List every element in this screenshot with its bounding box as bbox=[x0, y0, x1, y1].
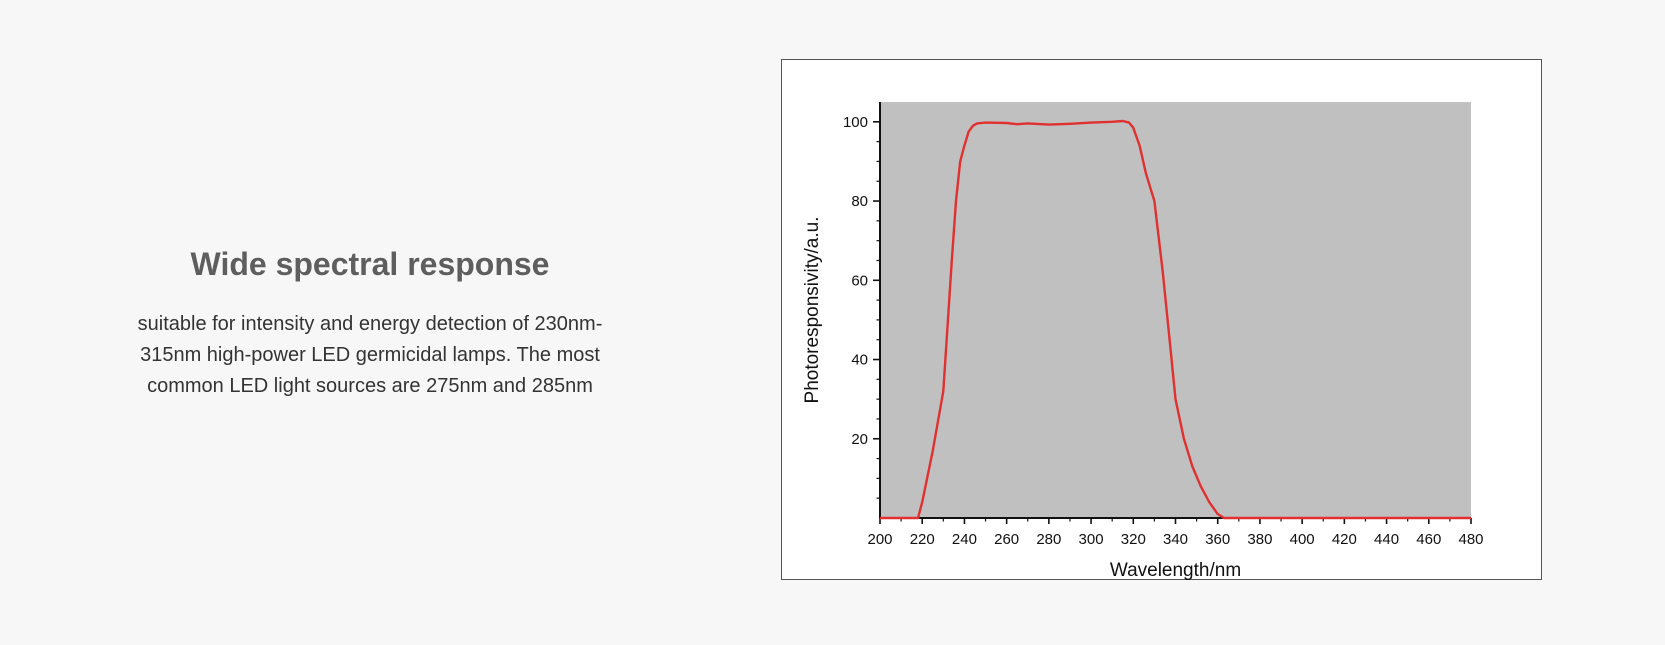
x-axis-title: Wavelength/nm bbox=[1110, 560, 1241, 581]
y-tick-label: 100 bbox=[843, 114, 868, 131]
plot-area bbox=[880, 102, 1471, 518]
feature-heading: Wide spectral response bbox=[190, 246, 550, 282]
y-tick-label: 20 bbox=[851, 431, 868, 448]
x-tick-label: 320 bbox=[1121, 531, 1146, 548]
x-tick-label: 460 bbox=[1416, 531, 1441, 548]
x-tick-label: 380 bbox=[1247, 531, 1272, 548]
spectral-response-chart: 200 220 240 260 280 300 320 340 360 380 400 420 440 4… bbox=[781, 59, 1542, 581]
x-tick-label: 260 bbox=[994, 531, 1019, 548]
chart-canvas: 200 220 240 260 280 300 320 340 360 380 400 420 440 4… bbox=[802, 102, 1484, 581]
x-tick-label: 280 bbox=[1036, 531, 1061, 548]
y-tick-label: 60 bbox=[851, 272, 868, 289]
x-tick-label: 480 bbox=[1458, 531, 1483, 548]
y-axis-title: Photoresponsivity/a.u. bbox=[802, 217, 823, 404]
x-tick-label: 420 bbox=[1332, 531, 1357, 548]
chart-ticks: 200 220 240 260 280 300 320 340 360 380 400 420 440 4… bbox=[843, 114, 1484, 548]
x-tick-label: 300 bbox=[1079, 531, 1104, 548]
x-tick-label: 400 bbox=[1290, 531, 1315, 548]
x-tick-label: 360 bbox=[1205, 531, 1230, 548]
x-tick-label: 340 bbox=[1163, 531, 1188, 548]
x-tick-label: 440 bbox=[1374, 531, 1399, 548]
feature-text: Wide spectral response suitable for inte… bbox=[110, 246, 630, 402]
x-tick-label: 240 bbox=[952, 531, 977, 548]
x-tick-label: 200 bbox=[867, 531, 892, 548]
feature-description: suitable for intensity and energy detect… bbox=[137, 313, 603, 397]
y-tick-label: 80 bbox=[851, 193, 868, 210]
series-line bbox=[880, 119, 1471, 520]
y-tick-label: 40 bbox=[851, 352, 868, 369]
x-tick-label: 220 bbox=[910, 531, 935, 548]
